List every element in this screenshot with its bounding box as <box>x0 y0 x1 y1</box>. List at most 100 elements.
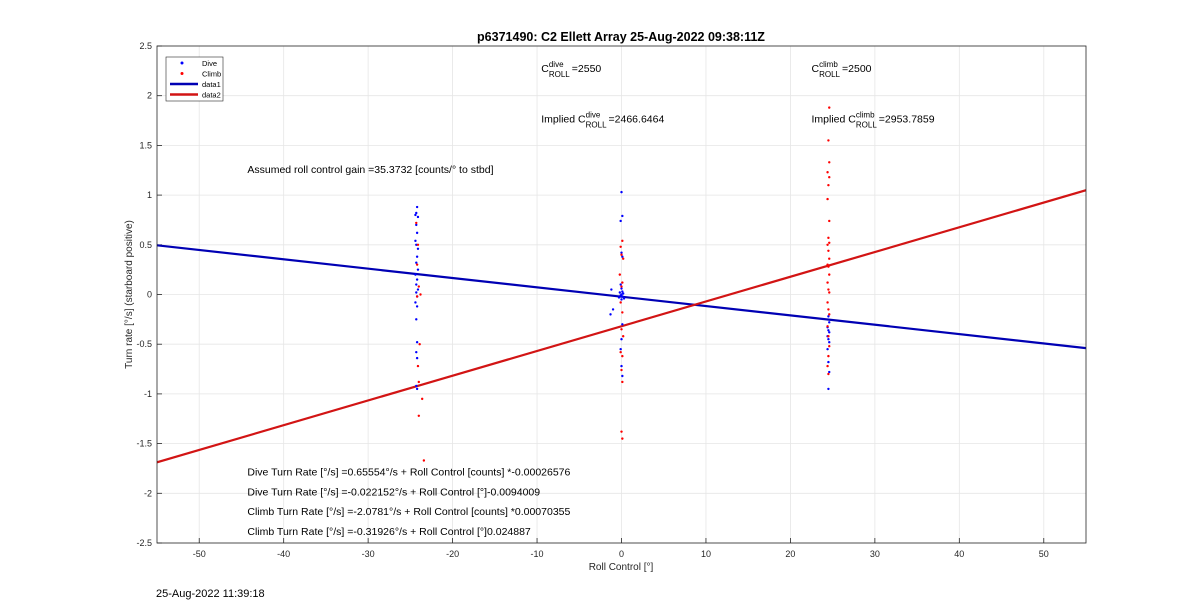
dive-point <box>414 213 417 217</box>
dive-point <box>415 283 418 286</box>
climb-point <box>826 197 829 201</box>
dive-point <box>828 321 831 324</box>
climb-point <box>621 354 624 358</box>
dive-point <box>828 331 831 334</box>
x-tick-label: 40 <box>954 549 964 559</box>
legend-marker-climb <box>180 72 184 75</box>
climb-point <box>826 243 829 246</box>
climb-point <box>621 437 624 440</box>
dive-point <box>415 350 418 354</box>
climb-point <box>827 372 830 376</box>
climb-point <box>621 311 624 314</box>
y-tick-label: 0.5 <box>139 240 152 250</box>
climb-point <box>827 308 830 311</box>
x-tick-label: -50 <box>193 549 206 559</box>
dive-point <box>618 291 622 294</box>
fit-line-data2 <box>157 189 1086 464</box>
climb-point <box>827 236 830 240</box>
climb-point <box>826 281 829 284</box>
climb-point <box>417 380 421 384</box>
dive-point <box>827 338 830 341</box>
dive-point <box>619 283 622 286</box>
dive-point <box>620 190 623 194</box>
legend-marker-dive <box>180 61 184 65</box>
y-tick-label: 1 <box>147 190 152 200</box>
annotation-c-roll-climb: Cclimb ROLL =2500 <box>812 60 872 79</box>
dive-point <box>414 273 417 276</box>
climb-point <box>415 263 419 266</box>
climb-point <box>827 249 830 252</box>
dive-point <box>828 370 831 374</box>
legend-label-data1: data1 <box>202 80 221 89</box>
dive-point <box>415 223 418 227</box>
y-tick-label: 2 <box>147 91 152 101</box>
climb-point <box>828 313 831 316</box>
dive-point <box>621 255 624 258</box>
y-tick-label: -2.5 <box>136 538 152 548</box>
climb-point <box>621 257 625 260</box>
climb-point <box>418 343 421 346</box>
dive-point <box>415 291 418 294</box>
dive-point <box>416 288 420 291</box>
x-tick-label: -40 <box>277 549 290 559</box>
y-tick-label: 2.5 <box>139 41 152 51</box>
dive-point <box>617 296 621 299</box>
climb-point <box>417 285 421 288</box>
dive-point <box>415 318 418 321</box>
y-tick-label: -1.5 <box>136 439 152 449</box>
dive-point <box>610 288 613 291</box>
climb-point <box>620 253 623 256</box>
y-axis-label: Turn rate [°/s] (starboard positive) <box>124 220 135 369</box>
climb-point <box>827 265 830 268</box>
x-tick-label: -20 <box>446 549 459 559</box>
climb-point <box>828 161 831 164</box>
climb-point <box>828 257 831 260</box>
y-tick-label: -2 <box>144 488 152 498</box>
dive-point <box>621 214 624 218</box>
annotation-climb-eq-counts: Climb Turn Rate [°/s] =-2.0781°/s + Roll… <box>247 506 570 518</box>
dive-point <box>415 305 419 308</box>
annotation-climb-eq-deg: Climb Turn Rate [°/s] =-0.31926°/s + Rol… <box>247 526 531 538</box>
climb-point <box>828 273 831 276</box>
climb-point <box>828 241 831 245</box>
climb-point <box>620 430 623 433</box>
annotation-c-roll-dive: Cdive ROLL =2550 <box>541 60 601 79</box>
climb-point <box>621 239 624 243</box>
climb-point <box>621 281 624 284</box>
dive-point <box>415 243 418 246</box>
climb-point <box>419 293 422 296</box>
climb-point <box>415 295 419 298</box>
climb-point <box>828 106 831 109</box>
dive-point <box>415 387 419 391</box>
annotation-dive-eq-counts: Dive Turn Rate [°/s] =0.65554°/s + Roll … <box>247 466 570 478</box>
dive-point <box>621 374 624 378</box>
x-axis-ticks: -50 -40 -30 -20 -10 0 10 20 30 40 50 <box>193 538 1049 559</box>
climb-point <box>827 288 830 291</box>
y-tick-label: 0 <box>147 290 152 300</box>
climb-point <box>416 364 420 368</box>
dive-point <box>828 341 831 344</box>
annotation-dive-eq-deg: Dive Turn Rate [°/s] =-0.022152°/s + Rol… <box>247 486 540 498</box>
dive-point <box>619 347 622 351</box>
climb-point <box>620 328 623 331</box>
climb-point <box>828 219 831 223</box>
dive-point <box>611 308 615 311</box>
climb-point <box>619 245 622 248</box>
climb-point <box>827 183 830 187</box>
climb-point <box>618 273 622 276</box>
climb-point <box>826 263 829 266</box>
dive-point <box>619 219 622 223</box>
chart-title: p6371490: C2 Ellett Array 25-Aug-2022 09… <box>477 30 765 44</box>
dive-point <box>827 387 830 391</box>
legend-label-data2: data2 <box>202 91 221 100</box>
dive-point <box>621 295 624 298</box>
x-tick-label: 20 <box>785 549 795 559</box>
dive-point <box>416 268 420 271</box>
climb-point <box>828 344 831 348</box>
dive-point <box>415 278 419 281</box>
dive-point <box>415 356 419 360</box>
figure-timestamp: 25-Aug-2022 11:39:18 <box>156 588 265 600</box>
y-axis-ticks: -2.5 -2 -1.5 -1 -0.5 0 0.5 1 1.5 2 2.5 <box>136 41 162 548</box>
climb-point <box>621 335 625 338</box>
